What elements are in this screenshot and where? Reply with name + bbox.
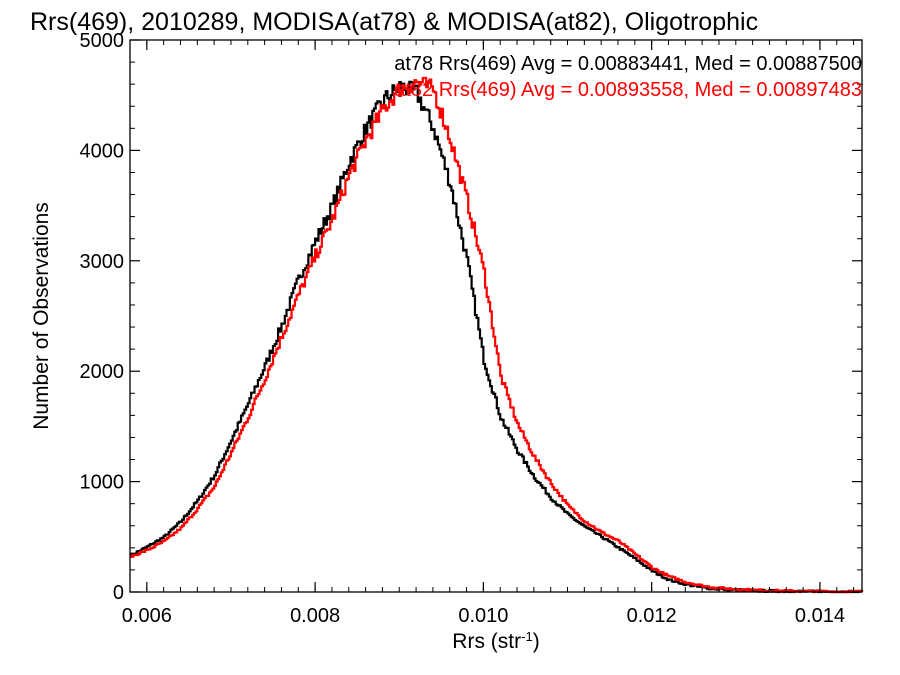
x-tick-label: 0.006 bbox=[122, 605, 172, 627]
chart-title: Rrs(469), 2010289, MODISA(at78) & MODISA… bbox=[30, 8, 758, 36]
plot-area bbox=[130, 76, 864, 594]
x-axis-ticks: 0.006 0.008 0.010 0.012 0.014 bbox=[122, 40, 855, 627]
legend-entry: at78 Rrs(469) Avg = 0.00883441, Med = 0.… bbox=[394, 53, 862, 75]
y-tick-label: 2000 bbox=[80, 361, 125, 383]
x-tick-label: 0.008 bbox=[290, 605, 340, 627]
y-axis-label: Number of Observations bbox=[30, 202, 53, 430]
y-tick-label: 0 bbox=[113, 582, 124, 604]
x-tick-label: 0.010 bbox=[458, 605, 508, 627]
y-tick-label: 5000 bbox=[80, 30, 125, 52]
x-tick-label: 0.014 bbox=[795, 605, 845, 627]
x-axis-label-close: ) bbox=[533, 630, 540, 653]
x-axis-label-main: Rrs (str bbox=[452, 630, 521, 653]
legend-entry: at82 Rrs(469) Avg = 0.00893558, Med = 0.… bbox=[394, 79, 862, 101]
x-axis-label: Rrs (str-1) bbox=[452, 629, 539, 654]
y-tick-label: 1000 bbox=[80, 472, 125, 494]
y-tick-label: 3000 bbox=[80, 251, 125, 273]
x-tick-label: 0.012 bbox=[627, 605, 677, 627]
y-tick-label: 4000 bbox=[80, 140, 125, 162]
x-axis-label-superscript: -1 bbox=[521, 629, 533, 644]
legend: at78 Rrs(469) Avg = 0.00883441, Med = 0.… bbox=[394, 53, 862, 101]
y-axis-ticks: 0 1000 2000 3000 4000 5000 bbox=[80, 30, 862, 604]
plot-frame bbox=[129, 39, 863, 593]
series-line-at82 bbox=[130, 76, 864, 594]
